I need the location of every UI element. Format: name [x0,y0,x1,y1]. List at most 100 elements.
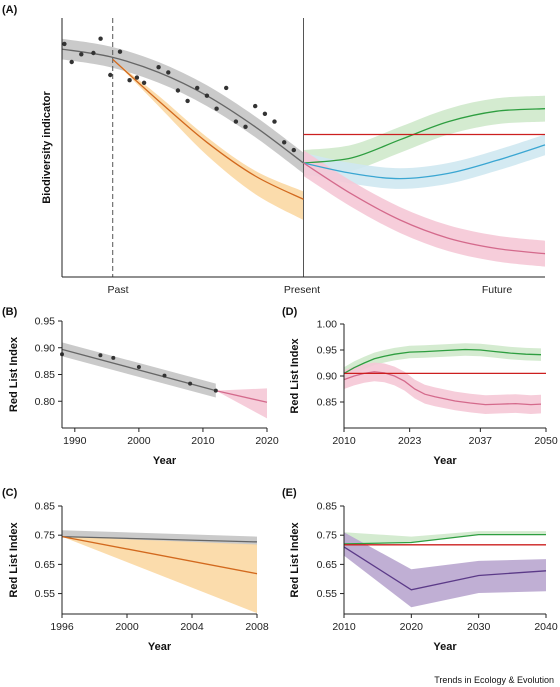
series-line-green [343,533,546,545]
band-green [344,531,546,544]
data-point [253,103,258,109]
y-tick-label: 0.55 [317,588,338,600]
series-line-orange [112,58,304,200]
series-line-pink [303,162,546,255]
x-tick-label: 2000 [127,435,151,447]
data-point [204,93,210,98]
series-line-pink [343,371,542,406]
data-point [127,78,132,83]
data-point [188,381,193,386]
x-tick-label: 2000 [115,621,139,633]
data-point [243,124,248,129]
x-tick-label: 2008 [245,621,269,633]
data-point [69,59,74,65]
y-tick-label: 0.85 [35,501,56,513]
y-tick-label: 0.75 [317,530,338,542]
panel-b: 1990 2000 2010 2020 0.80 0.85 0.90 0.95 Year Red … [8,316,279,468]
series-line-green [343,348,542,374]
data-point [91,50,96,56]
panel-label-a: (A) [2,4,18,16]
y-tick-label: 0.85 [317,397,338,409]
series-line-grey [61,348,216,392]
data-point [233,119,239,124]
y-tick-label: 0.80 [35,396,56,408]
band-green [344,343,541,380]
data-point [111,355,116,360]
x-tick-label: 2030 [467,621,491,633]
series-line-grey [61,535,258,543]
data-point [213,388,218,393]
data-point [214,106,219,111]
y-axis-label: Red List Index [8,522,20,598]
data-point [291,147,296,153]
series-line-purple [343,546,547,591]
panel-label-c: (C) [2,487,18,499]
band-grey [62,530,257,546]
data-point [117,49,123,54]
data-point [141,80,147,86]
data-point [79,52,84,57]
panel-a: Past Present Future Biodiversity indicator [41,18,546,296]
data-point [195,85,200,91]
x-tick-label: 2037 [469,435,493,447]
y-tick-label: 0.90 [317,371,338,383]
y-tick-label: 0.90 [35,342,56,354]
panel-label-d: (D) [282,306,298,318]
y-tick-label: 0.95 [35,316,56,328]
y-tick-label: 0.75 [35,530,56,542]
band-orange [112,59,304,221]
y-tick-label: 0.55 [35,588,56,600]
panel-d: 2010 2023 2037 2050 0.85 0.90 0.95 1.00 Year Red … [289,319,558,468]
y-axis-label: Red List Index [289,522,301,598]
x-axis-label: Year [433,455,457,467]
x-tick-label: 2023 [398,435,422,447]
band-pink [215,388,267,419]
data-point [282,140,287,145]
y-axis-label: Red List Index [8,336,20,412]
journal-credit: Trends in Ecology & Evolution [434,675,554,685]
data-point [98,353,103,358]
x-tick-label: 2004 [180,621,204,633]
y-tick-label: 0.65 [317,559,338,571]
x-tick-label: Present [284,284,320,296]
series-line-orange [61,535,258,575]
data-point [62,41,67,47]
x-tick-label: 2040 [534,621,558,633]
x-tick-label: 2020 [400,621,424,633]
band-orange [62,536,257,614]
x-tick-label: 2010 [332,621,356,633]
data-point [185,98,190,104]
data-point [162,373,167,378]
band-grey [62,38,304,174]
x-axis-label: Year [153,455,177,467]
data-point [224,85,229,91]
y-tick-label: 0.65 [35,559,56,571]
x-axis-label: Year [433,641,457,653]
x-tick-label: 1990 [63,435,87,447]
data-point [108,72,113,78]
series-line-blue [303,144,546,180]
x-axis-label: Year [148,641,172,653]
series-line-pink [215,389,268,403]
y-tick-label: 0.85 [317,501,338,513]
data-point [175,88,181,93]
y-axis-label: Red List Index [289,338,301,414]
x-tick-label: Past [107,284,128,296]
data-point [156,65,161,70]
band-purple [344,532,546,608]
band-pink [303,150,545,267]
y-axis-label: Biodiversity indicator [41,91,53,204]
band-pink [344,362,541,414]
y-tick-label: 0.95 [317,345,338,357]
panel-label-b: (B) [2,306,18,318]
band-green [303,95,545,176]
data-point [136,365,141,369]
y-tick-label: 1.00 [317,319,338,331]
data-point [134,75,140,80]
x-tick-label: 1996 [50,621,74,633]
x-tick-label: 2010 [332,435,356,447]
x-tick-label: 2010 [191,435,215,447]
series-line-grey [61,48,304,164]
x-tick-label: 2020 [255,435,279,447]
